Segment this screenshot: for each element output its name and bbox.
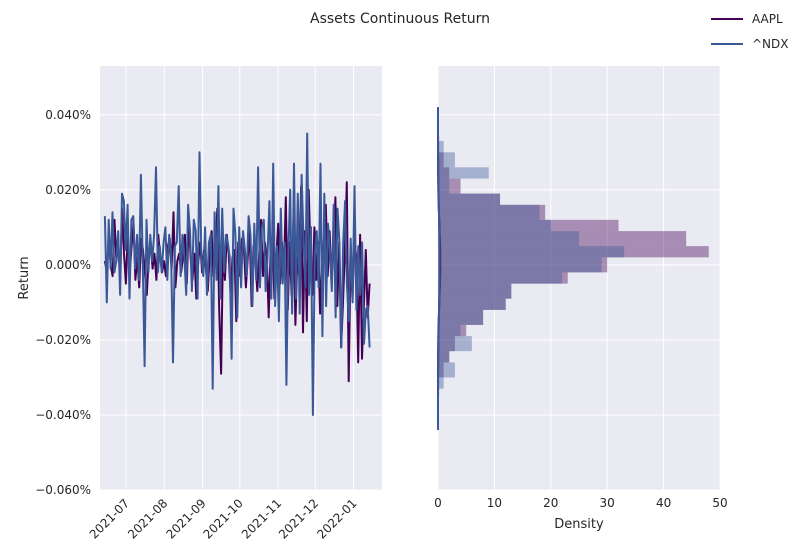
- density-x-tick-label-4: 40: [656, 496, 671, 510]
- hist-bar-aapl-11: [438, 231, 687, 247]
- line-series-ndx: [103, 132, 371, 416]
- hist-bar-ndx-18: [438, 141, 444, 153]
- kde-curve-ndx: [437, 107, 441, 430]
- line-x-tick-label-1: 2021-08: [125, 496, 170, 541]
- hist-bar-ndx-6: [438, 298, 506, 310]
- hist-bar-ndx-1: [438, 362, 455, 378]
- hist-bar-aapl-7: [438, 283, 512, 299]
- line-x-tick-label-0: 2021-07: [87, 496, 132, 541]
- line-x-tick-label-2: 2021-09: [163, 496, 208, 541]
- y-axis-label: Return: [17, 256, 32, 299]
- hist-bar-aapl-14: [438, 193, 501, 205]
- density-x-tick-label-3: 30: [600, 496, 615, 510]
- hist-bar-ndx-5: [438, 309, 484, 325]
- line-y-tick-label-5: −0.060%: [35, 483, 91, 497]
- hist-bar-aapl-13: [438, 204, 546, 220]
- hist-bar-ndx-16: [438, 167, 489, 179]
- hist-bar-ndx-4: [438, 324, 461, 337]
- density-x-ticks: 0 10 20 30 40 50: [434, 496, 727, 510]
- line-y-tick-label-2: 0.000%: [45, 258, 91, 272]
- hist-bar-aapl-9: [438, 257, 608, 273]
- density-plot-background: [438, 66, 720, 490]
- x-axis-label: Density: [554, 517, 604, 532]
- hist-bar-ndx-9: [438, 257, 602, 273]
- hist-bar-aapl-5: [438, 309, 484, 325]
- kde-curves: [437, 107, 442, 430]
- hist-bar-ndx-2: [438, 351, 450, 363]
- hist-bar-aapl-6: [438, 298, 506, 310]
- chart-title: Assets Continuous Return: [310, 11, 490, 27]
- line-x-ticks: 2021-072021-082021-092021-102021-112021-…: [87, 496, 360, 541]
- hist-bar-aapl-15: [438, 178, 461, 194]
- hist-bar-ndx-15: [438, 178, 450, 194]
- hist-bar-ndx-10: [438, 246, 625, 258]
- hist-bar-ndx-3: [438, 336, 472, 352]
- histogram-bars: [438, 141, 709, 389]
- legend: AAPL ^NDX: [711, 12, 789, 51]
- density-x-tick-label-5: 50: [712, 496, 727, 510]
- line-y-tick-label-1: 0.020%: [45, 183, 91, 197]
- hist-bar-ndx-11: [438, 231, 579, 247]
- density-x-tick-label-2: 20: [543, 496, 558, 510]
- line-x-tick-label-3: 2021-10: [201, 496, 246, 541]
- hist-bar-aapl-3: [438, 336, 455, 352]
- hist-bar-aapl-2: [438, 351, 450, 363]
- hist-bar-aapl-17: [438, 152, 444, 168]
- density-x-tick-label-0: 0: [434, 496, 442, 510]
- hist-bar-ndx-7: [438, 283, 512, 299]
- hist-bar-aapl-10: [438, 246, 709, 258]
- density-panel: 0 10 20 30 40 50 Density: [434, 66, 728, 532]
- line-y-tick-label-4: −0.040%: [35, 408, 91, 422]
- line-series: [103, 132, 371, 416]
- legend-label-0: AAPL: [752, 12, 783, 26]
- hist-bar-aapl-4: [438, 324, 467, 337]
- line-y-ticks: 0.040% 0.020% 0.000% −0.020% −0.040% −0.060%: [35, 108, 91, 497]
- line-panel: 2021-072021-082021-092021-102021-112021-…: [17, 66, 382, 542]
- hist-bar-ndx-8: [438, 272, 563, 284]
- hist-bar-aapl-1: [438, 362, 444, 378]
- line-y-tick-label-0: 0.040%: [45, 108, 91, 122]
- hist-bar-ndx-12: [438, 219, 551, 232]
- line-x-tick-label-5: 2021-12: [276, 496, 321, 541]
- hist-bar-ndx-13: [438, 204, 540, 220]
- hist-bar-ndx-14: [438, 193, 501, 205]
- hist-bar-aapl-16: [438, 167, 450, 179]
- hist-bar-aapl-12: [438, 219, 619, 232]
- hist-bar-aapl-8: [438, 272, 568, 284]
- line-y-tick-label-3: −0.020%: [35, 333, 91, 347]
- legend-label-1: ^NDX: [752, 37, 789, 51]
- density-x-tick-label-1: 10: [487, 496, 502, 510]
- hist-bar-ndx-17: [438, 152, 455, 168]
- line-x-tick-label-4: 2021-11: [239, 496, 284, 541]
- line-x-tick-label-6: 2022-01: [314, 496, 359, 541]
- hist-bar-ndx-0: [438, 377, 444, 389]
